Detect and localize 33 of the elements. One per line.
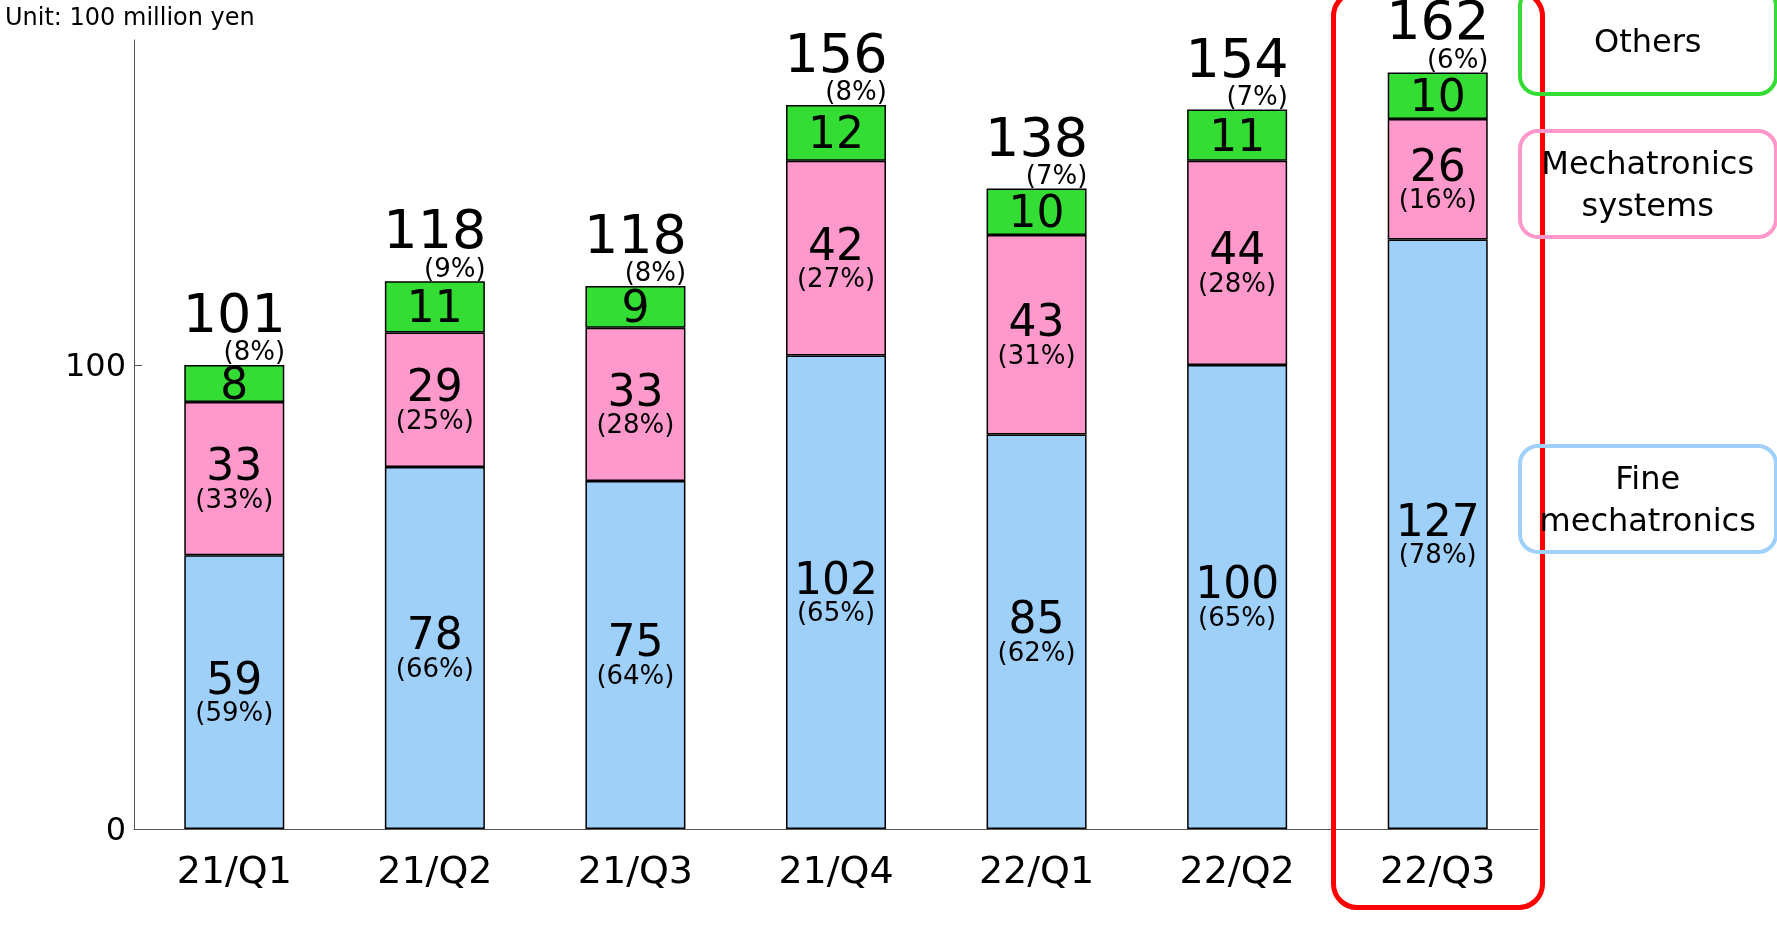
- x-tick-label: 21/Q2: [377, 848, 493, 892]
- total-label: 118 (8%): [583, 202, 687, 288]
- data-label: 100 (65%): [1195, 557, 1280, 632]
- data-label: 11: [406, 281, 463, 333]
- data-label: 33 (28%): [596, 364, 675, 440]
- data-label: 11: [1209, 109, 1266, 161]
- total-label: 154 (7%): [1185, 26, 1289, 112]
- total-label: 118 (9%): [383, 198, 487, 283]
- chart-title: Unit: 100 million yen: [5, 3, 255, 31]
- x-tick-label: 21/Q1: [176, 848, 292, 892]
- x-tick-label: 22/Q2: [1179, 848, 1295, 892]
- data-label: 33 (33%): [195, 439, 274, 514]
- data-label: 44 (28%): [1198, 223, 1277, 298]
- data-label: 59 (59%): [195, 652, 274, 728]
- data-label: 102 (65%): [794, 552, 878, 628]
- total-label: 138 (7%): [985, 105, 1089, 191]
- data-label: 43 (31%): [997, 295, 1076, 370]
- data-label: 29 (25%): [395, 360, 474, 435]
- data-label: 26 (16%): [1398, 139, 1477, 215]
- data-label: 42 (27%): [796, 218, 876, 294]
- data-label: 75 (64%): [596, 615, 675, 690]
- total-label: 156 (8%): [784, 21, 888, 107]
- data-label: 127 (78%): [1395, 494, 1480, 570]
- x-tick-label: 22/Q1: [978, 848, 1095, 892]
- data-label: 78 (66%): [395, 608, 474, 683]
- text: Others: [1517, 0, 1777, 96]
- x-tick-label: 21/Q4: [778, 848, 894, 892]
- x-tick-label: 21/Q3: [577, 848, 694, 892]
- x-tick-label: 22/Q3: [1380, 848, 1496, 892]
- y-tick-label: 0: [105, 810, 126, 848]
- y-tick-label: 100: [64, 345, 126, 384]
- data-label: 85 (62%): [997, 592, 1076, 667]
- data-label: 12: [808, 107, 864, 159]
